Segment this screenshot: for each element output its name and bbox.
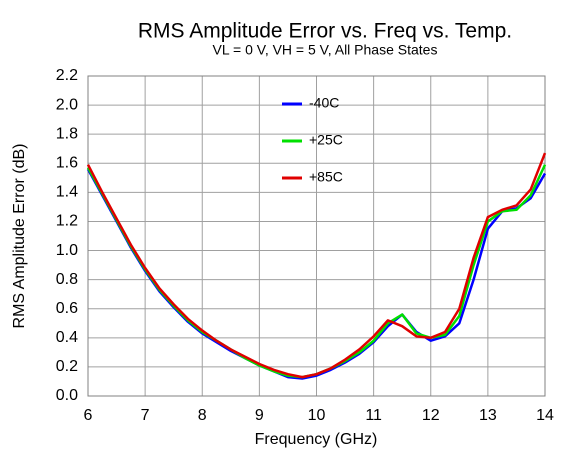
chart-subtitle: VL = 0 V, VH = 5 V, All Phase States	[213, 42, 438, 58]
y-tick-label: 0.6	[56, 300, 78, 317]
chart-title: RMS Amplitude Error vs. Freq vs. Temp.	[138, 20, 512, 43]
x-tick-label: 10	[308, 407, 326, 424]
legend-label: -40C	[309, 95, 339, 111]
x-tick-label: 7	[141, 407, 150, 424]
legend-label: +25C	[309, 132, 343, 148]
x-tick-label: 11	[365, 407, 382, 424]
x-tick-label: 9	[255, 407, 264, 424]
legend-label: +85C	[309, 169, 343, 185]
y-tick-label: 1.0	[56, 242, 78, 259]
y-tick-label: 2.2	[56, 67, 78, 84]
x-axis-label: Frequency (GHz)	[255, 431, 378, 448]
y-tick-label: 2.0	[56, 96, 78, 113]
plot-frame	[87, 75, 546, 397]
y-tick-label: 0.8	[56, 271, 78, 288]
y-tick-label: 0.4	[56, 329, 78, 346]
y-tick-label: 1.8	[56, 125, 78, 142]
y-tick-label: 1.2	[56, 213, 78, 230]
y-axis-label: RMS Amplitude Error (dB)	[11, 144, 28, 329]
x-tick-label: 6	[84, 407, 93, 424]
y-tick-label: 1.6	[56, 154, 78, 171]
y-tick-label: 0.2	[56, 358, 78, 375]
y-tick-label: 0.0	[56, 387, 78, 404]
x-tick-label: 13	[479, 407, 497, 424]
y-tick-label: 1.4	[56, 184, 78, 201]
x-tick-label: 14	[536, 407, 554, 424]
x-tick-label: 12	[422, 407, 440, 424]
line-series	[86, 152, 547, 379]
x-tick-label: 8	[198, 407, 207, 424]
